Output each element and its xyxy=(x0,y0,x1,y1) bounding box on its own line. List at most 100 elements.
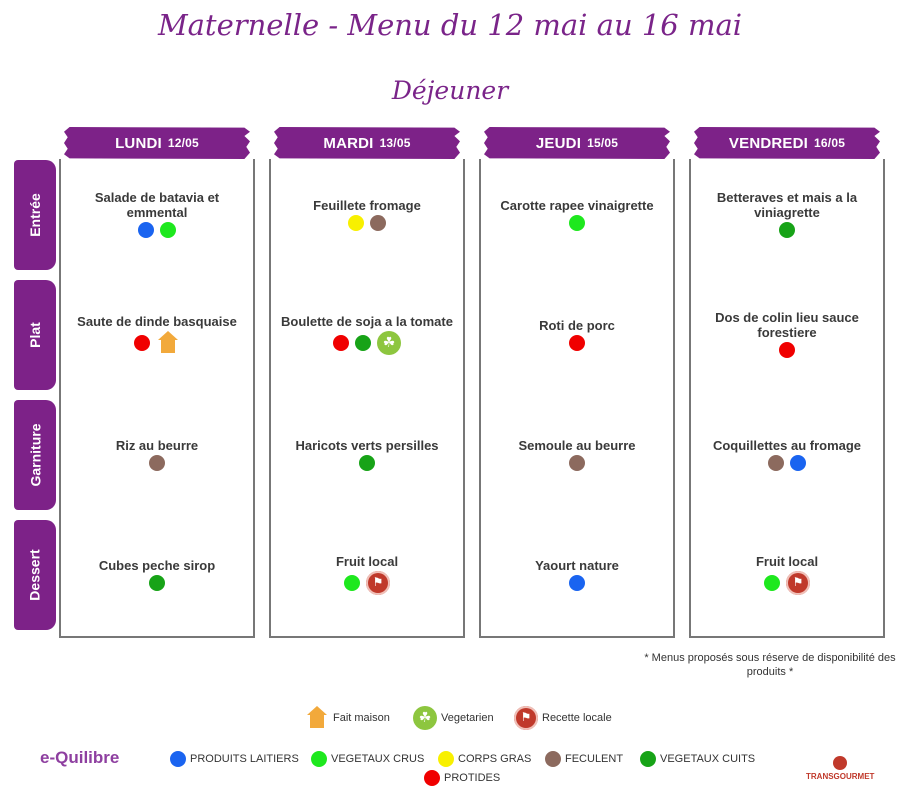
dairy-dot xyxy=(569,574,585,591)
dairy-dot xyxy=(170,751,186,767)
day-header-vendredi: VENDREDI 16/05 xyxy=(694,127,880,159)
menu-cell: Salade de batavia et emmental xyxy=(61,159,253,269)
footnote: * Menus proposés sous réserve de disponi… xyxy=(644,652,896,678)
legend-dairy: PRODUITS LAITIERS xyxy=(170,751,299,767)
dish-name: Carotte rapee vinaigrette xyxy=(500,197,654,213)
menu-cell: Betteraves et mais a la viniagrette xyxy=(691,159,883,269)
dish-name: Coquillettes au fromage xyxy=(712,437,862,453)
cooked-veg-dot xyxy=(355,334,371,351)
leaf-icon xyxy=(377,330,401,355)
dish-name: Saute de dinde basquaise xyxy=(77,313,237,329)
dish-markers xyxy=(134,330,180,355)
legend-starch: FECULENT xyxy=(545,751,623,767)
dish-markers xyxy=(149,574,165,591)
legend-protein: PROTIDES xyxy=(424,770,500,786)
dish-name: Betteraves et mais a la viniagrette xyxy=(716,190,858,220)
dairy-dot xyxy=(138,222,154,238)
dish-markers xyxy=(569,574,585,591)
dish-name: Fruit local xyxy=(335,553,399,569)
menu-cell: Fruit local xyxy=(271,519,463,629)
menu-cell: Saute de dinde basquaise xyxy=(61,279,253,389)
fat-dot xyxy=(348,214,364,231)
cooked-veg-dot xyxy=(359,454,375,471)
row-label-plat: Plat xyxy=(14,280,56,390)
protein-dot xyxy=(134,334,150,351)
menu-cell: Carotte rapee vinaigrette xyxy=(481,159,673,269)
protein-dot xyxy=(424,770,440,786)
row-label-garniture: Garniture xyxy=(14,400,56,510)
starch-dot xyxy=(768,454,784,471)
day-column-mardi: Feuillete fromage Boulette de soja a la t… xyxy=(269,159,465,638)
dish-name: Fruit local xyxy=(755,553,819,569)
dish-name: Riz au beurre xyxy=(115,437,199,453)
local-recipe-icon xyxy=(514,706,538,730)
dish-markers xyxy=(569,334,585,351)
house-icon xyxy=(156,330,180,355)
starch-dot xyxy=(370,214,386,231)
dish-markers xyxy=(779,342,795,358)
raw-veg-dot xyxy=(160,222,176,238)
raw-veg-dot xyxy=(569,214,585,231)
menu-cell: Dos de colin lieu sauce forestiere xyxy=(691,279,883,389)
dish-markers xyxy=(333,330,401,355)
cooked-veg-dot xyxy=(149,574,165,591)
dish-markers xyxy=(138,222,176,238)
starch-dot xyxy=(545,751,561,767)
menu-cell: Feuillete fromage xyxy=(271,159,463,269)
dish-markers xyxy=(764,570,810,595)
legend-cooked-veg: VEGETAUX CUITS xyxy=(640,751,755,767)
dish-markers xyxy=(569,454,585,471)
row-label-dessert: Dessert xyxy=(14,520,56,630)
dish-markers xyxy=(344,570,390,595)
raw-veg-dot xyxy=(764,574,780,591)
dish-markers xyxy=(359,454,375,471)
protein-dot xyxy=(333,334,349,351)
menu-cell: Yaourt nature xyxy=(481,519,673,629)
dish-markers xyxy=(569,214,585,231)
local-recipe-icon xyxy=(366,570,390,595)
day-column-lundi: Salade de batavia et emmental Saute de di… xyxy=(59,159,255,638)
dish-name: Dos de colin lieu sauce forestiere xyxy=(715,310,859,340)
equilibre-logo: e-Quilibre xyxy=(40,748,120,767)
menu-cell: Riz au beurre xyxy=(61,399,253,509)
legend-recette-locale: Recette locale xyxy=(514,706,612,730)
house-icon xyxy=(305,706,329,730)
legend-fait-maison: Fait maison xyxy=(305,706,390,730)
transgourmet-mark-icon xyxy=(833,756,848,770)
dish-name: Salade de batavia et emmental xyxy=(94,190,220,220)
raw-veg-dot xyxy=(344,574,360,591)
cooked-veg-dot xyxy=(779,222,795,238)
leaf-icon xyxy=(413,706,437,730)
menu-cell: Fruit local xyxy=(691,519,883,629)
row-label-entree: Entrée xyxy=(14,160,56,270)
starch-dot xyxy=(149,454,165,471)
dairy-dot xyxy=(790,454,806,471)
dish-markers xyxy=(768,454,806,471)
legend-fat: CORPS GRAS xyxy=(438,751,531,767)
dish-name: Yaourt nature xyxy=(535,557,619,573)
protein-dot xyxy=(569,334,585,351)
legend-vegetarien: Vegetarien xyxy=(413,706,494,730)
cooked-veg-dot xyxy=(640,751,656,767)
raw-veg-dot xyxy=(311,751,327,767)
day-header-mardi: MARDI 13/05 xyxy=(274,127,460,159)
legend-raw-veg: VEGETAUX CRUS xyxy=(311,751,424,767)
dish-name: Semoule au beurre xyxy=(518,437,636,453)
transgourmet-logo: TRANSGOURMET xyxy=(806,756,874,781)
local-recipe-icon xyxy=(786,570,810,595)
menu-cell: Haricots verts persilles xyxy=(271,399,463,509)
dish-name: Haricots verts persilles xyxy=(295,437,439,453)
dish-markers xyxy=(779,222,795,238)
dish-name: Roti de porc xyxy=(539,317,615,333)
day-column-jeudi: Carotte rapee vinaigrette Roti de porc Sem… xyxy=(479,159,675,638)
menu-cell: Semoule au beurre xyxy=(481,399,673,509)
day-header-jeudi: JEUDI 15/05 xyxy=(484,127,670,159)
dish-markers xyxy=(149,454,165,471)
dish-name: Boulette de soja a la tomate xyxy=(281,313,453,329)
starch-dot xyxy=(569,454,585,471)
dish-name: Cubes peche sirop xyxy=(98,557,216,573)
menu-cell: Cubes peche sirop xyxy=(61,519,253,629)
dish-name: Feuillete fromage xyxy=(313,197,421,213)
page-title: Maternelle - Menu du 12 mai au 16 mai xyxy=(157,8,743,42)
protein-dot xyxy=(779,342,795,358)
